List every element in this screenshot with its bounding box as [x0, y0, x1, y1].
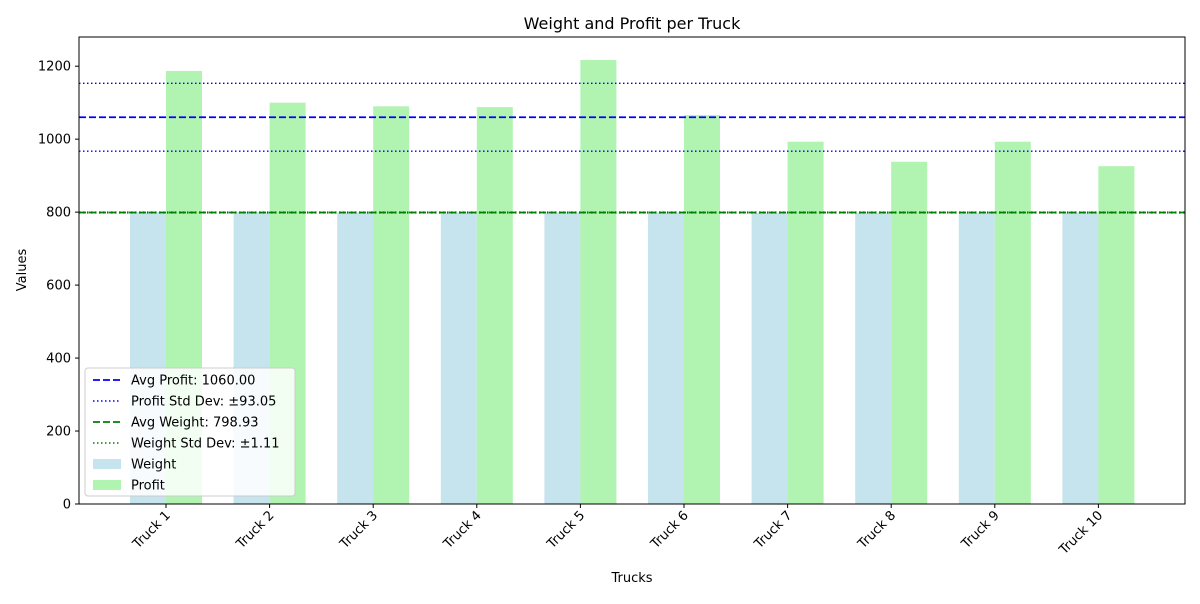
x-tick-label: Truck 6 — [647, 508, 691, 552]
y-axis-label: Values — [15, 249, 30, 292]
weight-bar — [855, 212, 892, 505]
y-tick-label: 1000 — [38, 133, 71, 148]
chart-title: Weight and Profit per Truck — [524, 14, 741, 33]
legend: Avg Profit: 1060.00 Profit Std Dev: ±93.0… — [84, 367, 296, 497]
y-tick-label: 200 — [46, 425, 71, 440]
profit-bar — [891, 161, 928, 505]
profit-bar — [787, 141, 824, 505]
x-tick-label: Truck 2 — [233, 508, 277, 552]
legend-label: Weight — [131, 458, 176, 473]
x-tick-label: Truck 3 — [337, 508, 381, 552]
y-tick-label: 1200 — [38, 60, 71, 75]
weight-bar — [648, 212, 684, 504]
reference-lines-layer — [79, 82, 1185, 214]
y-tick-label: 800 — [46, 206, 71, 221]
profit-bar — [994, 141, 1031, 505]
plot-frame — [78, 36, 1186, 505]
x-tick-label: Truck 7 — [751, 508, 795, 552]
x-axis-label: Trucks — [610, 571, 652, 586]
x-tick-label: Truck 9 — [958, 508, 1002, 552]
legend-label: Weight Std Dev: ±1.11 — [131, 437, 280, 452]
x-tick-label: Truck 4 — [440, 508, 484, 552]
legend-bar-swatch — [93, 480, 121, 490]
legend-label: Profit — [131, 479, 165, 494]
weight-bar — [337, 212, 374, 504]
legend-label: Profit Std Dev: ±93.05 — [131, 395, 276, 410]
weight-bar — [1062, 212, 1099, 504]
y-tick-label: 400 — [46, 352, 71, 367]
y-tick-label: 600 — [46, 279, 71, 294]
profit-bar — [1098, 166, 1135, 504]
profit-bar — [476, 107, 513, 505]
weight-bar — [751, 212, 788, 505]
legend-box — [84, 367, 296, 497]
y-tick-label: 0 — [63, 498, 71, 513]
profit-bar — [580, 59, 617, 504]
weight-bar — [440, 212, 477, 504]
profit-bar — [373, 106, 410, 504]
legend-bar-swatch — [93, 459, 121, 469]
x-tick-label: Truck 5 — [544, 508, 588, 552]
weight-bar — [958, 212, 995, 505]
legend-label: Avg Profit: 1060.00 — [131, 374, 255, 389]
weight-bar — [544, 212, 581, 504]
bars-layer — [130, 59, 1135, 505]
x-tick-label: Truck 8 — [855, 508, 899, 552]
x-tick-label: Truck 1 — [129, 508, 173, 552]
legend-label: Avg Weight: 798.93 — [131, 416, 259, 431]
x-tick-label: Truck 10 — [1056, 508, 1106, 558]
profit-bar — [684, 115, 720, 504]
